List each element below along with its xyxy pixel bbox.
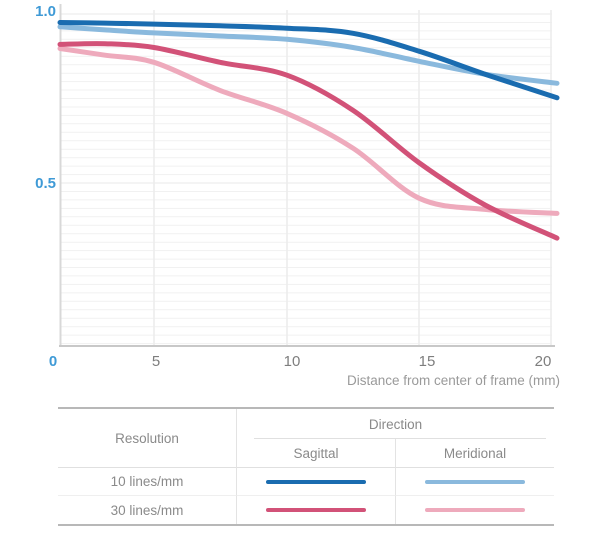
legend-line-30-meridional: [425, 508, 525, 512]
legend-swatch-cell: [237, 496, 395, 524]
legend-header-meridional: Meridional: [395, 439, 554, 468]
x-tick-label-15: 15: [419, 353, 436, 370]
x-tick-label-5: 5: [152, 353, 160, 370]
curve-30-lines-mm-sagittal: [57, 41, 560, 241]
legend-swatch-cell: [237, 468, 395, 496]
mtf-chart: 1.0 0.5 0 5 10 15 20 Distance from center of fr…: [35, 3, 560, 388]
curve-30-lines-mm-meridional: [57, 46, 560, 216]
x-axis-title: Distance from center of frame (mm): [347, 373, 560, 388]
direction-underline: [254, 438, 546, 439]
legend-line-10-sagittal: [266, 479, 366, 484]
legend-line-10-meridional: [425, 479, 525, 484]
x-tick-label-20: 20: [535, 353, 552, 370]
legend-swatch-cell: [395, 468, 554, 496]
y-tick-label-0-5: 0.5: [35, 175, 56, 192]
legend-swatch-cell: [395, 496, 554, 524]
legend-line-30-sagittal: [266, 508, 366, 512]
legend-header-resolution: Resolution: [58, 409, 237, 468]
legend-table: Resolution Direction Sagittal Meridional…: [58, 407, 554, 526]
y-tick-label-1-0: 1.0: [35, 3, 56, 20]
legend-header-direction: Direction: [368, 416, 423, 432]
x-tick-label-10: 10: [284, 353, 301, 370]
x-tick-label-0: 0: [49, 353, 57, 370]
legend-row-label-10: 10 lines/mm: [58, 468, 237, 496]
legend-header-sagittal: Sagittal: [237, 439, 395, 468]
curve-10-lines-mm-sagittal: [57, 20, 560, 101]
legend-row-label-30: 30 lines/mm: [58, 496, 237, 524]
curve-10-lines-mm-meridional: [57, 24, 560, 86]
